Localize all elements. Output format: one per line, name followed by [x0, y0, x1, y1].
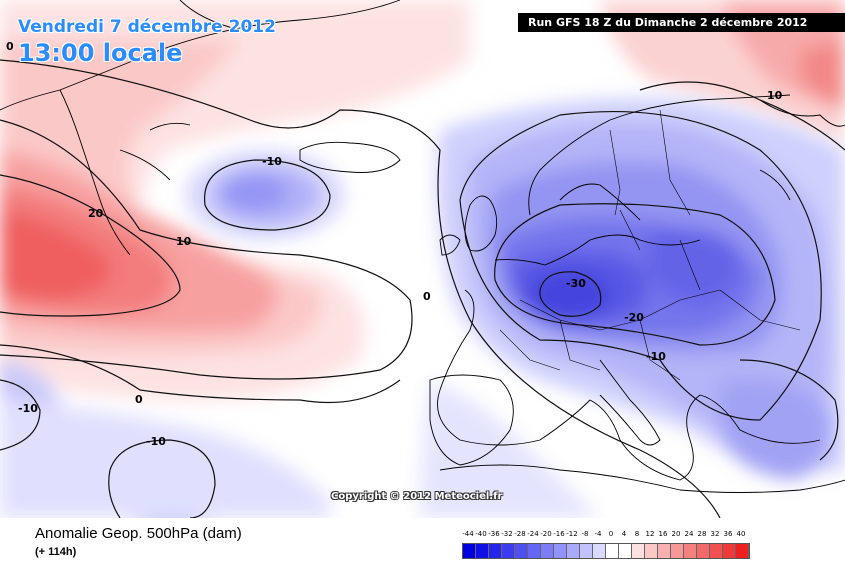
label-balkans: -10	[646, 350, 666, 363]
legend-swatch	[710, 544, 723, 558]
model-run-banner: Run GFS 18 Z du Dimanche 2 décembre 2012	[518, 13, 845, 32]
uk-coast	[439, 195, 498, 256]
label-atlantic-west: -10	[18, 402, 38, 415]
contour-minus10-iceland	[204, 159, 331, 231]
legend-swatch	[515, 544, 528, 558]
legend-tick-label: 20	[671, 530, 681, 538]
scandinavia-borders	[609, 109, 691, 216]
legend-swatch	[476, 544, 489, 558]
label-northeast-corner: 10	[767, 89, 783, 102]
copyright-notice: Copyright © 2012 Meteociel.fr	[331, 491, 503, 502]
label-central-europe-low: -30	[566, 277, 586, 290]
label-eastern-europe: -20	[624, 311, 644, 324]
forecast-time: 13:00 locale	[18, 39, 183, 67]
contour-zero-atlantic	[0, 59, 721, 518]
legend-tick-label: 16	[658, 530, 668, 538]
legend-swatch	[580, 544, 593, 558]
label-greenland-high: 20	[88, 207, 104, 220]
legend-swatch	[723, 544, 736, 558]
contour-plus10-northeast	[639, 81, 845, 151]
contour-labels: -10 20 10 0 0 0 -10 -10 -30 -20 -10 10	[6, 40, 783, 448]
contour-minus10-west	[0, 379, 41, 451]
legend-tick-label: -36	[488, 530, 500, 538]
iceland-coast	[299, 141, 401, 173]
legend-tick-label: 40	[736, 530, 746, 538]
legend-swatch	[671, 544, 684, 558]
geopotential-anomaly-map: -10 20 10 0 0 0 -10 -10 -30 -20 -10 10	[0, 0, 845, 518]
legend-swatch	[645, 544, 658, 558]
north-africa-coast	[439, 464, 845, 493]
legend-tick-label: -24	[527, 530, 539, 538]
variable-name: Anomalie Geop. 500hPa (dam)	[35, 525, 242, 542]
label-atlantic-southwest: -10	[146, 435, 166, 448]
legend-swatch	[567, 544, 580, 558]
russia-coast	[759, 99, 845, 201]
label-top-left-corner: 0	[6, 40, 14, 53]
contour-minus10-east	[739, 359, 839, 461]
coastlines	[0, 0, 845, 493]
legend-tick-label: -4	[594, 530, 602, 538]
legend-tick-label: 32	[710, 530, 720, 538]
legend-swatch	[541, 544, 554, 558]
lead-time: (+ 114h)	[35, 546, 77, 558]
contour-minus10-europe	[459, 111, 822, 421]
borders	[499, 209, 801, 381]
legend-swatch	[463, 544, 476, 558]
contour-zero-south	[0, 344, 401, 404]
forecast-date: Vendredi 7 décembre 2012	[18, 17, 276, 37]
legend-tick-label: -8	[581, 530, 589, 538]
label-iceland-low: -10	[262, 155, 282, 168]
legend-tick-label: 28	[697, 530, 707, 538]
color-scale-legend: -44 -40 -36 -32 -28 -24 -20 -16 -12 -8 -4 0 4 8 12 16 20…	[462, 530, 750, 559]
legend-tick-label: -40	[475, 530, 487, 538]
legend-swatch	[489, 544, 502, 558]
anomaly-shading	[0, 0, 845, 518]
contour-plus10	[0, 119, 413, 380]
legend-tick-label: -12	[566, 530, 578, 538]
legend-swatch	[606, 544, 619, 558]
legend-tick-label: -44	[462, 530, 474, 538]
legend-swatch	[593, 544, 606, 558]
label-atlantic-south: 0	[135, 393, 143, 406]
legend-swatch	[632, 544, 645, 558]
legend-swatch	[736, 544, 749, 558]
legend-tick-label: -20	[540, 530, 552, 538]
legend-tick-label: -32	[501, 530, 513, 538]
iberia-coast	[429, 374, 514, 466]
legend-tick-label: -16	[553, 530, 565, 538]
legend-tick-label: 12	[645, 530, 655, 538]
legend-color-bar	[462, 543, 750, 559]
legend-tick-label: 4	[621, 530, 627, 538]
legend-swatch	[684, 544, 697, 558]
legend-swatch	[619, 544, 632, 558]
legend-swatch	[554, 544, 567, 558]
europe-coast	[437, 234, 821, 481]
label-greenland-high-edge: 10	[176, 235, 192, 248]
contour-minus30	[539, 271, 602, 317]
legend-swatch	[502, 544, 515, 558]
contour-plus20	[0, 174, 181, 317]
label-bay-of-biscay: 0	[423, 290, 431, 303]
legend-swatch	[528, 544, 541, 558]
legend-tick-label: 8	[634, 530, 640, 538]
legend-tick-label: 0	[608, 530, 614, 538]
contour-minus10-southwest	[108, 439, 216, 518]
legend-swatch	[697, 544, 710, 558]
greenland-coast	[0, 0, 401, 256]
legend-tick-label: 36	[723, 530, 733, 538]
italy-coast	[599, 359, 661, 446]
legend-tick-label: 24	[684, 530, 694, 538]
legend-tick-labels: -44 -40 -36 -32 -28 -24 -20 -16 -12 -8 -4 0 4 8 12 16 20…	[462, 530, 750, 541]
legend-swatch	[658, 544, 671, 558]
norway-coast	[528, 94, 791, 221]
legend-tick-label: -28	[514, 530, 526, 538]
